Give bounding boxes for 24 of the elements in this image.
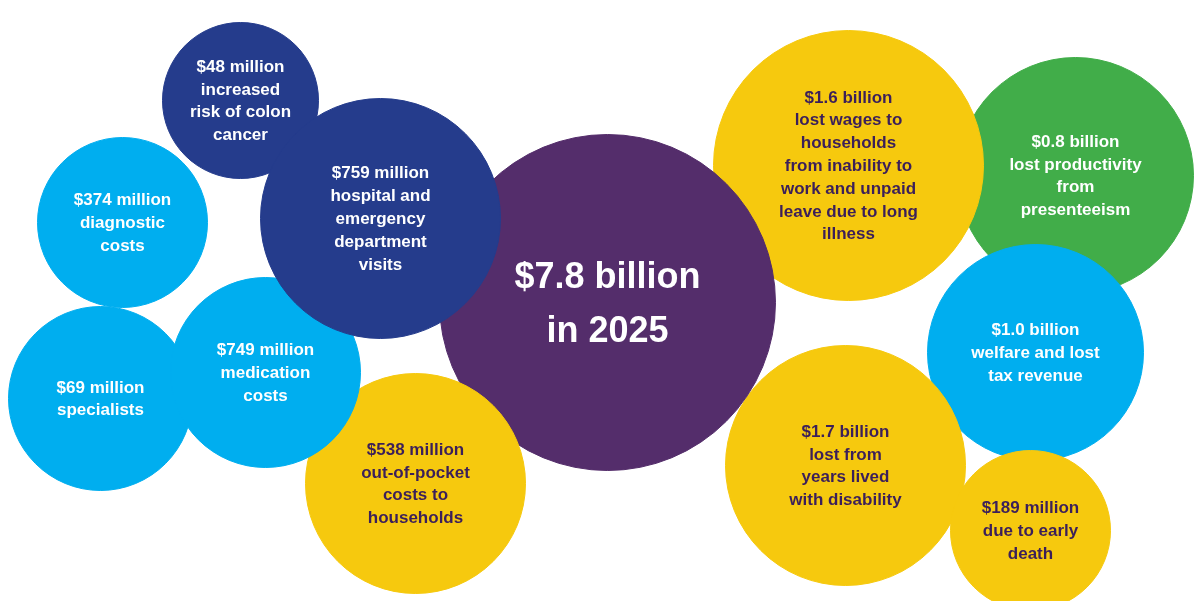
data-label: $0.8 billion xyxy=(1031,131,1120,151)
data-label: $48 million xyxy=(196,56,285,76)
category-label: in 2025 xyxy=(546,308,669,350)
data-label: $1.6 billion xyxy=(804,87,893,107)
category-label: increased risk of colon cancer xyxy=(189,79,292,145)
category-label: due to early death xyxy=(982,521,1079,563)
category-label: medication costs xyxy=(220,363,311,405)
data-label: $759 million xyxy=(331,163,430,183)
data-label: $69 million xyxy=(56,377,145,397)
data-label: $1.7 billion xyxy=(801,421,890,441)
category-label: lost from years lived with disability xyxy=(788,444,903,510)
category-label: welfare and lost tax revenue xyxy=(970,343,1101,385)
data-label: $189 million xyxy=(981,498,1080,518)
category-label: hospital and emergency department visits xyxy=(330,186,431,274)
data-label: $1.0 billion xyxy=(991,320,1080,340)
data-label: $7.8 billion xyxy=(514,255,701,297)
category-label: lost productivity from presenteeism xyxy=(1009,154,1143,220)
data-label: $538 million xyxy=(366,439,465,459)
data-label: $749 million xyxy=(216,340,315,360)
category-label: out-of-pocket costs to households xyxy=(361,462,471,528)
data-label: $374 million xyxy=(73,190,172,210)
category-label: lost wages to households from inability to work and unpaid leave due to long illness xyxy=(779,110,918,244)
category-label: specialists xyxy=(57,400,144,420)
category-label: diagnostic costs xyxy=(80,213,166,255)
